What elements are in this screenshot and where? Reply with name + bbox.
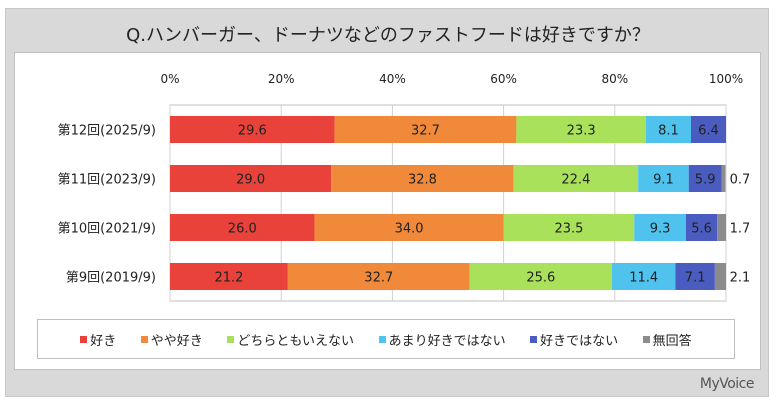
bar-segment bbox=[516, 116, 646, 143]
legend-item: 無回答 bbox=[642, 330, 692, 349]
x-tick-label: 80% bbox=[601, 72, 628, 86]
legend-label: 好き bbox=[90, 333, 117, 349]
data-label: 23.3 bbox=[567, 124, 596, 139]
legend: 好き やや好き どちらともいえない あまり好きではない 好きではない 無回答 bbox=[37, 319, 735, 359]
data-label: 11.4 bbox=[629, 271, 658, 286]
bar-segment bbox=[634, 214, 686, 241]
legend-swatch bbox=[530, 335, 538, 343]
bar-segment bbox=[717, 214, 726, 241]
bar-segment bbox=[331, 165, 514, 192]
legend-swatch bbox=[80, 335, 88, 343]
legend-label: 無回答 bbox=[652, 333, 692, 349]
bar-segment bbox=[170, 165, 332, 192]
category-label: 第10回(2021/9) bbox=[58, 222, 156, 237]
bar-segment bbox=[721, 165, 726, 192]
bar-segment bbox=[513, 165, 639, 192]
bar-segment bbox=[287, 263, 470, 290]
data-label: 0.7 bbox=[730, 173, 751, 188]
bar-segment bbox=[170, 263, 288, 290]
legend-label: あまり好きではない bbox=[388, 333, 506, 349]
legend-item: あまり好きではない bbox=[378, 330, 506, 349]
legend-label: やや好き bbox=[150, 333, 203, 349]
bar-segment bbox=[675, 263, 715, 290]
legend-swatch bbox=[140, 335, 148, 343]
bar-segment bbox=[638, 165, 689, 192]
legend-item: 好き bbox=[80, 330, 116, 349]
legend-swatch bbox=[227, 335, 235, 343]
data-label: 26.0 bbox=[228, 222, 257, 237]
data-label: 32.7 bbox=[411, 124, 440, 139]
category-label: 第9回(2019/9) bbox=[66, 271, 156, 286]
data-label: 32.7 bbox=[364, 271, 393, 286]
data-label: 2.1 bbox=[730, 271, 751, 286]
bar-segment bbox=[503, 214, 635, 241]
data-label: 29.0 bbox=[236, 173, 265, 188]
data-label: 1.7 bbox=[730, 222, 751, 237]
data-label: 22.4 bbox=[561, 173, 590, 188]
bar-segment bbox=[685, 214, 718, 241]
bar-segment bbox=[314, 214, 504, 241]
x-tick-label: 100% bbox=[709, 72, 743, 86]
data-label: 8.1 bbox=[658, 124, 679, 139]
category-label: 第11回(2023/9) bbox=[58, 173, 156, 188]
data-label: 21.2 bbox=[214, 271, 243, 286]
data-label: 5.6 bbox=[691, 222, 712, 237]
legend-label: 好きではない bbox=[540, 333, 619, 349]
data-label: 5.9 bbox=[695, 173, 716, 188]
bar-chart: 0% 20% 40% 60% 80% 100% 第12回(2025/9) 29.6 32.7 23… bbox=[58, 72, 751, 302]
x-tick-label: 0% bbox=[160, 72, 179, 86]
x-tick-label: 40% bbox=[379, 72, 406, 86]
bar-segment bbox=[714, 263, 726, 290]
data-label: 23.5 bbox=[554, 222, 583, 237]
category-label: 第12回(2025/9) bbox=[58, 124, 156, 139]
bar-segment bbox=[645, 116, 691, 143]
legend-item: やや好き bbox=[140, 330, 203, 349]
data-label: 34.0 bbox=[395, 222, 424, 237]
data-label: 32.8 bbox=[408, 173, 437, 188]
legend-label: どちらともいえない bbox=[237, 333, 355, 349]
legend-swatch bbox=[642, 335, 650, 343]
legend-item: どちらともいえない bbox=[227, 330, 354, 349]
chart-panel: 0% 20% 40% 60% 80% 100% 第12回(2025/9) 29.6 32.7 23… bbox=[14, 52, 761, 370]
data-label: 25.6 bbox=[526, 271, 555, 286]
legend-swatch bbox=[378, 335, 386, 343]
data-label: 9.3 bbox=[650, 222, 671, 237]
bar-segment bbox=[688, 165, 722, 192]
data-label: 29.6 bbox=[238, 124, 267, 139]
bar-segment bbox=[170, 214, 315, 241]
brand-logo: MyVoice bbox=[699, 376, 755, 392]
bar-segment bbox=[334, 116, 517, 143]
data-label: 7.1 bbox=[685, 271, 706, 286]
bar-segment bbox=[469, 263, 613, 290]
x-tick-label: 20% bbox=[268, 72, 295, 86]
data-label: 9.1 bbox=[653, 173, 674, 188]
chart-title: Q.ハンバーガー、ドーナツなどのファストフードは好きですか？ bbox=[126, 25, 650, 46]
x-tick-label: 60% bbox=[490, 72, 517, 86]
bar-segment bbox=[612, 263, 676, 290]
bar-segment bbox=[690, 116, 726, 143]
data-label: 6.4 bbox=[698, 124, 719, 139]
legend-item: 好きではない bbox=[530, 330, 618, 349]
bar-segment bbox=[170, 116, 335, 143]
chart-frame: Q.ハンバーガー、ドーナツなどのファストフードは好きですか？ 0% 20% 40% 6… bbox=[5, 8, 769, 397]
